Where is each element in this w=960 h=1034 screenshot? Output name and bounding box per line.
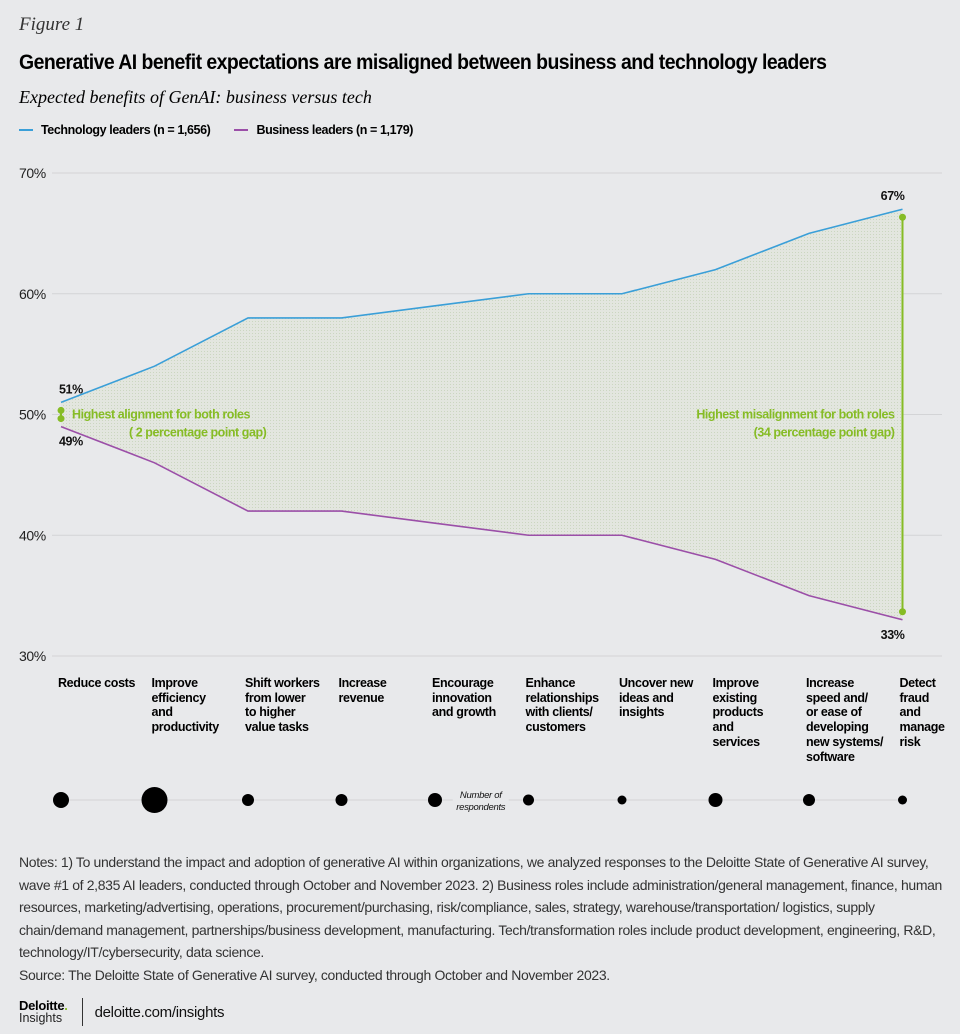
- gap-marker-dot: [899, 608, 906, 616]
- respondent-bubble: [523, 794, 534, 806]
- gap-marker-dot: [57, 415, 65, 423]
- respondent-bubble: [428, 793, 442, 807]
- logo-wordmark: Deloitte: [19, 998, 65, 1013]
- chart-subtitle: Expected benefits of GenAI: business ver…: [19, 87, 372, 107]
- y-tick-label: 30%: [19, 648, 46, 664]
- data-label-tech: 67%: [881, 189, 905, 203]
- respondents-label: Number of: [460, 790, 503, 801]
- y-tick-label: 50%: [19, 407, 46, 423]
- respondent-bubble: [141, 787, 168, 813]
- respondent-bubble: [617, 795, 627, 805]
- logo-subtitle: Insights: [19, 1011, 63, 1025]
- legend: Technology leaders (n = 1,656) Business …: [19, 123, 413, 137]
- annotation-misalignment-line1: Highest misalignment for both roles: [696, 408, 895, 422]
- respondent-bubble: [53, 792, 69, 808]
- x-category-label: Reduce costs: [58, 676, 136, 690]
- data-label-business: 33%: [881, 628, 905, 642]
- annotation-misalignment-line2: (34 percentage point gap): [754, 426, 895, 440]
- deloitte-insights-logo: Deloitte. Insights: [19, 999, 68, 1025]
- series-line-tech: [60, 208, 903, 404]
- notes-text: Notes: 1) To understand the impact and a…: [19, 854, 942, 960]
- respondent-bubble: [803, 794, 815, 806]
- x-category-label: Enhance relationships with clients/ cust…: [525, 676, 600, 735]
- x-category-label: Increase speed and/ or ease of developin…: [806, 676, 884, 764]
- legend-swatch-business: [234, 129, 249, 131]
- respondent-bubble: [708, 793, 723, 807]
- line-chart: 70% 60% 50% 40% 30% Highest alignment for bo…: [19, 165, 942, 813]
- x-category-label: Improve efficiency and productivity: [151, 676, 220, 735]
- legend-label-business: Business leaders (n = 1,179): [256, 123, 414, 137]
- logo-dot: .: [64, 998, 68, 1013]
- legend-label-tech: Technology leaders (n = 1,656): [41, 123, 211, 137]
- footer-divider: [81, 998, 83, 1026]
- respondent-bubble: [335, 794, 348, 806]
- respondents-label: respondents: [456, 802, 506, 813]
- y-tick-label: 70%: [19, 165, 46, 181]
- footer-url-link[interactable]: deloitte.com/insights: [94, 1003, 225, 1021]
- x-category-label: Encourage innovation and growth: [432, 676, 496, 720]
- gap-marker-dot: [899, 213, 906, 221]
- x-category-label: Increase revenue: [338, 676, 387, 705]
- x-category-label: Uncover new ideas and insights: [619, 676, 693, 720]
- data-label-business: 49%: [59, 435, 83, 449]
- respondent-bubble: [242, 794, 254, 806]
- legend-swatch-tech: [19, 129, 33, 131]
- y-tick-label: 60%: [19, 286, 46, 302]
- annotation-alignment-line2: ( 2 percentage point gap): [129, 426, 267, 440]
- figure-label: Figure 1: [19, 14, 85, 35]
- x-category-label: Detect fraud and manage risk: [899, 676, 946, 749]
- series-line-business: [60, 425, 903, 621]
- y-tick-label: 40%: [19, 527, 46, 543]
- chart-title: Generative AI benefit expectations are m…: [19, 50, 827, 74]
- data-label-tech: 51%: [59, 382, 83, 396]
- gap-marker-dot: [57, 406, 65, 414]
- notes: Notes: 1) To understand the impact and a…: [19, 851, 949, 986]
- annotation-alignment-line1: Highest alignment for both roles: [72, 408, 250, 422]
- respondents-label-bg: [452, 788, 509, 812]
- source-text: Source: The Deloitte State of Generative…: [19, 966, 610, 983]
- legend-item-tech: Technology leaders (n = 1,656): [19, 123, 211, 137]
- footer: Deloitte. Insights deloitte.com/insights: [19, 998, 225, 1026]
- respondent-bubble: [898, 795, 907, 805]
- legend-item-business: Business leaders (n = 1,179): [234, 123, 413, 137]
- x-category-label: Shift workers from lower to higher value…: [245, 676, 320, 735]
- x-category-label: Improve existing products and services: [712, 676, 764, 749]
- gap-area: [61, 209, 903, 620]
